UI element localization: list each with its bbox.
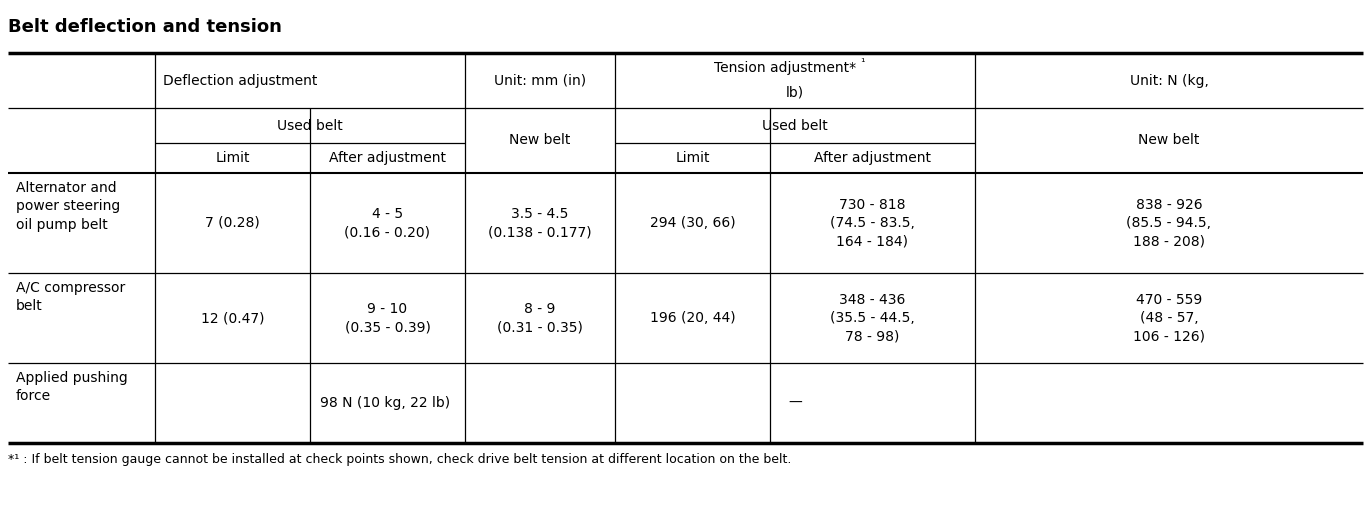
Text: lb): lb) [786, 86, 803, 100]
Text: Deflection adjustment: Deflection adjustment [163, 74, 317, 87]
Text: Unit: mm (in): Unit: mm (in) [494, 74, 585, 87]
Text: 730 - 818
(74.5 - 83.5,
164 - 184): 730 - 818 (74.5 - 83.5, 164 - 184) [829, 198, 914, 248]
Text: 12 (0.47): 12 (0.47) [200, 311, 265, 325]
Text: 3.5 - 4.5
(0.138 - 0.177): 3.5 - 4.5 (0.138 - 0.177) [488, 207, 592, 239]
Text: 348 - 436
(35.5 - 44.5,
78 - 98): 348 - 436 (35.5 - 44.5, 78 - 98) [829, 293, 914, 343]
Text: Tension adjustment*: Tension adjustment* [714, 61, 856, 75]
Text: Limit: Limit [676, 151, 710, 165]
Text: 4 - 5
(0.16 - 0.20): 4 - 5 (0.16 - 0.20) [344, 207, 430, 239]
Text: —: — [788, 396, 802, 410]
Text: Limit: Limit [215, 151, 250, 165]
Text: New belt: New belt [1138, 134, 1200, 147]
Text: ¹: ¹ [860, 58, 864, 68]
Text: Used belt: Used belt [762, 118, 828, 133]
Text: 7 (0.28): 7 (0.28) [206, 216, 260, 230]
Text: 98 N (10 kg, 22 lb): 98 N (10 kg, 22 lb) [319, 396, 450, 410]
Text: Unit: N (kg,: Unit: N (kg, [1130, 74, 1208, 87]
Text: 838 - 926
(85.5 - 94.5,
188 - 208): 838 - 926 (85.5 - 94.5, 188 - 208) [1127, 198, 1212, 248]
Text: After adjustment: After adjustment [329, 151, 446, 165]
Text: *¹ : If belt tension gauge cannot be installed at check points shown, check driv: *¹ : If belt tension gauge cannot be ins… [8, 453, 791, 466]
Text: 470 - 559
(48 - 57,
106 - 126): 470 - 559 (48 - 57, 106 - 126) [1132, 293, 1205, 343]
Text: 9 - 10
(0.35 - 0.39): 9 - 10 (0.35 - 0.39) [344, 302, 430, 334]
Text: 294 (30, 66): 294 (30, 66) [650, 216, 735, 230]
Text: New belt: New belt [509, 134, 570, 147]
Text: Alternator and
power steering
oil pump belt: Alternator and power steering oil pump b… [16, 181, 121, 232]
Text: A/C compressor
belt: A/C compressor belt [16, 281, 125, 313]
Text: After adjustment: After adjustment [814, 151, 931, 165]
Text: 196 (20, 44): 196 (20, 44) [650, 311, 735, 325]
Text: Applied pushing
force: Applied pushing force [16, 371, 128, 403]
Text: Used belt: Used belt [277, 118, 343, 133]
Text: Belt deflection and tension: Belt deflection and tension [8, 18, 282, 36]
Text: 8 - 9
(0.31 - 0.35): 8 - 9 (0.31 - 0.35) [498, 302, 583, 334]
